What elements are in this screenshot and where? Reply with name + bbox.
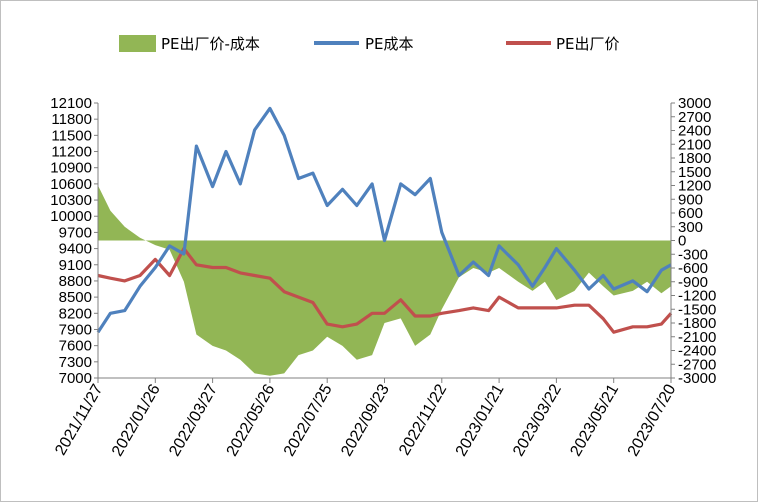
x-tick-label: 2022/07/25 <box>281 381 336 459</box>
y-left-tick-label: 9700 <box>59 224 92 241</box>
x-tick-labels: 2021/11/27 2022/01/26 2022/03/27 2022/05/26… <box>52 381 679 459</box>
y-right-tick-label: 900 <box>678 191 703 208</box>
legend-label-cost: PE成本 <box>365 35 414 53</box>
y-right-tick-label: -1500 <box>678 301 716 318</box>
legend-label-price: PE出厂价 <box>556 35 620 53</box>
y-right-tick-label: 2100 <box>678 136 711 153</box>
x-tick-label: 2023/07/20 <box>625 381 680 459</box>
y-left-tick-label: 11500 <box>51 127 92 144</box>
x-tick-label: 2022/01/26 <box>109 381 164 459</box>
y-left-tick-label: 10600 <box>50 176 92 193</box>
x-tick-label: 2022/11/22 <box>396 381 450 458</box>
y-right-tick-label: -2400 <box>678 343 716 360</box>
y-left-tick-label: 9100 <box>59 257 92 274</box>
y-right-tick-label: -2100 <box>678 329 716 346</box>
y-left-tick-label: 8200 <box>59 305 92 322</box>
x-tick-label: 2022/09/23 <box>338 381 393 459</box>
y-left-tick-label: 10300 <box>50 192 92 209</box>
y-right-tick-label: -3000 <box>678 370 716 387</box>
x-tick-label: 2022/05/26 <box>224 381 279 459</box>
y-left-tick-label: 12100 <box>50 95 92 112</box>
y-right-tick-label: -300 <box>678 246 708 263</box>
y-right-tick-label: -900 <box>678 274 708 291</box>
axes-layer <box>94 102 675 383</box>
y-right-tick-label: 1800 <box>678 150 711 167</box>
y-right-tick-label: -600 <box>678 260 708 277</box>
y-left-tick-labels: 1210011800115001120010900106001030010000… <box>50 95 92 387</box>
y-right-tick-label: 1200 <box>678 178 711 195</box>
y-left-tick-label: 7300 <box>59 354 92 371</box>
legend-label-spread: PE出厂价-成本 <box>161 35 260 53</box>
y-right-tick-label: 2700 <box>678 109 711 126</box>
y-left-tick-label: 7900 <box>59 321 92 338</box>
y-left-tick-label: 10000 <box>50 208 92 225</box>
legend-swatch-spread <box>119 35 156 52</box>
area-layer <box>98 185 671 376</box>
y-right-tick-label: -2700 <box>678 356 716 373</box>
y-left-tick-label: 9400 <box>59 241 92 258</box>
y-right-tick-label: 2400 <box>678 123 711 140</box>
x-tick-label: 2022/03/27 <box>166 381 221 459</box>
y-left-tick-label: 8800 <box>59 273 92 290</box>
x-tick-label: 2023/05/21 <box>567 381 622 459</box>
series-line-price <box>97 247 673 334</box>
y-left-tick-label: 11200 <box>51 144 92 161</box>
y-right-tick-label: 0 <box>678 233 686 250</box>
x-tick-label: 2023/01/21 <box>453 381 508 459</box>
line-layer <box>96 106 673 334</box>
y-right-tick-label: -1200 <box>678 288 716 305</box>
x-tick-label: 2021/11/27 <box>52 381 106 458</box>
y-left-tick-label: 7600 <box>59 338 92 355</box>
y-left-tick-label: 10900 <box>50 160 92 177</box>
series-area-spread <box>98 185 671 376</box>
y-right-tick-label: 300 <box>678 219 703 236</box>
y-right-tick-label: -1800 <box>678 315 716 332</box>
y-left-tick-label: 8500 <box>59 289 92 306</box>
series-line-cost <box>96 106 672 334</box>
y-right-tick-label: 600 <box>678 205 703 222</box>
y-right-tick-label: 3000 <box>678 95 711 112</box>
y-right-tick-label: 1500 <box>678 164 711 181</box>
y-right-tick-labels: 30002700240021001800150012009006003000-3… <box>678 95 716 387</box>
legend: PE出厂价-成本 PE成本 PE出厂价 <box>119 35 620 53</box>
y-left-tick-label: 7000 <box>59 370 92 387</box>
x-tick-label: 2023/03/22 <box>510 381 565 459</box>
y-left-tick-label: 11800 <box>51 111 92 128</box>
